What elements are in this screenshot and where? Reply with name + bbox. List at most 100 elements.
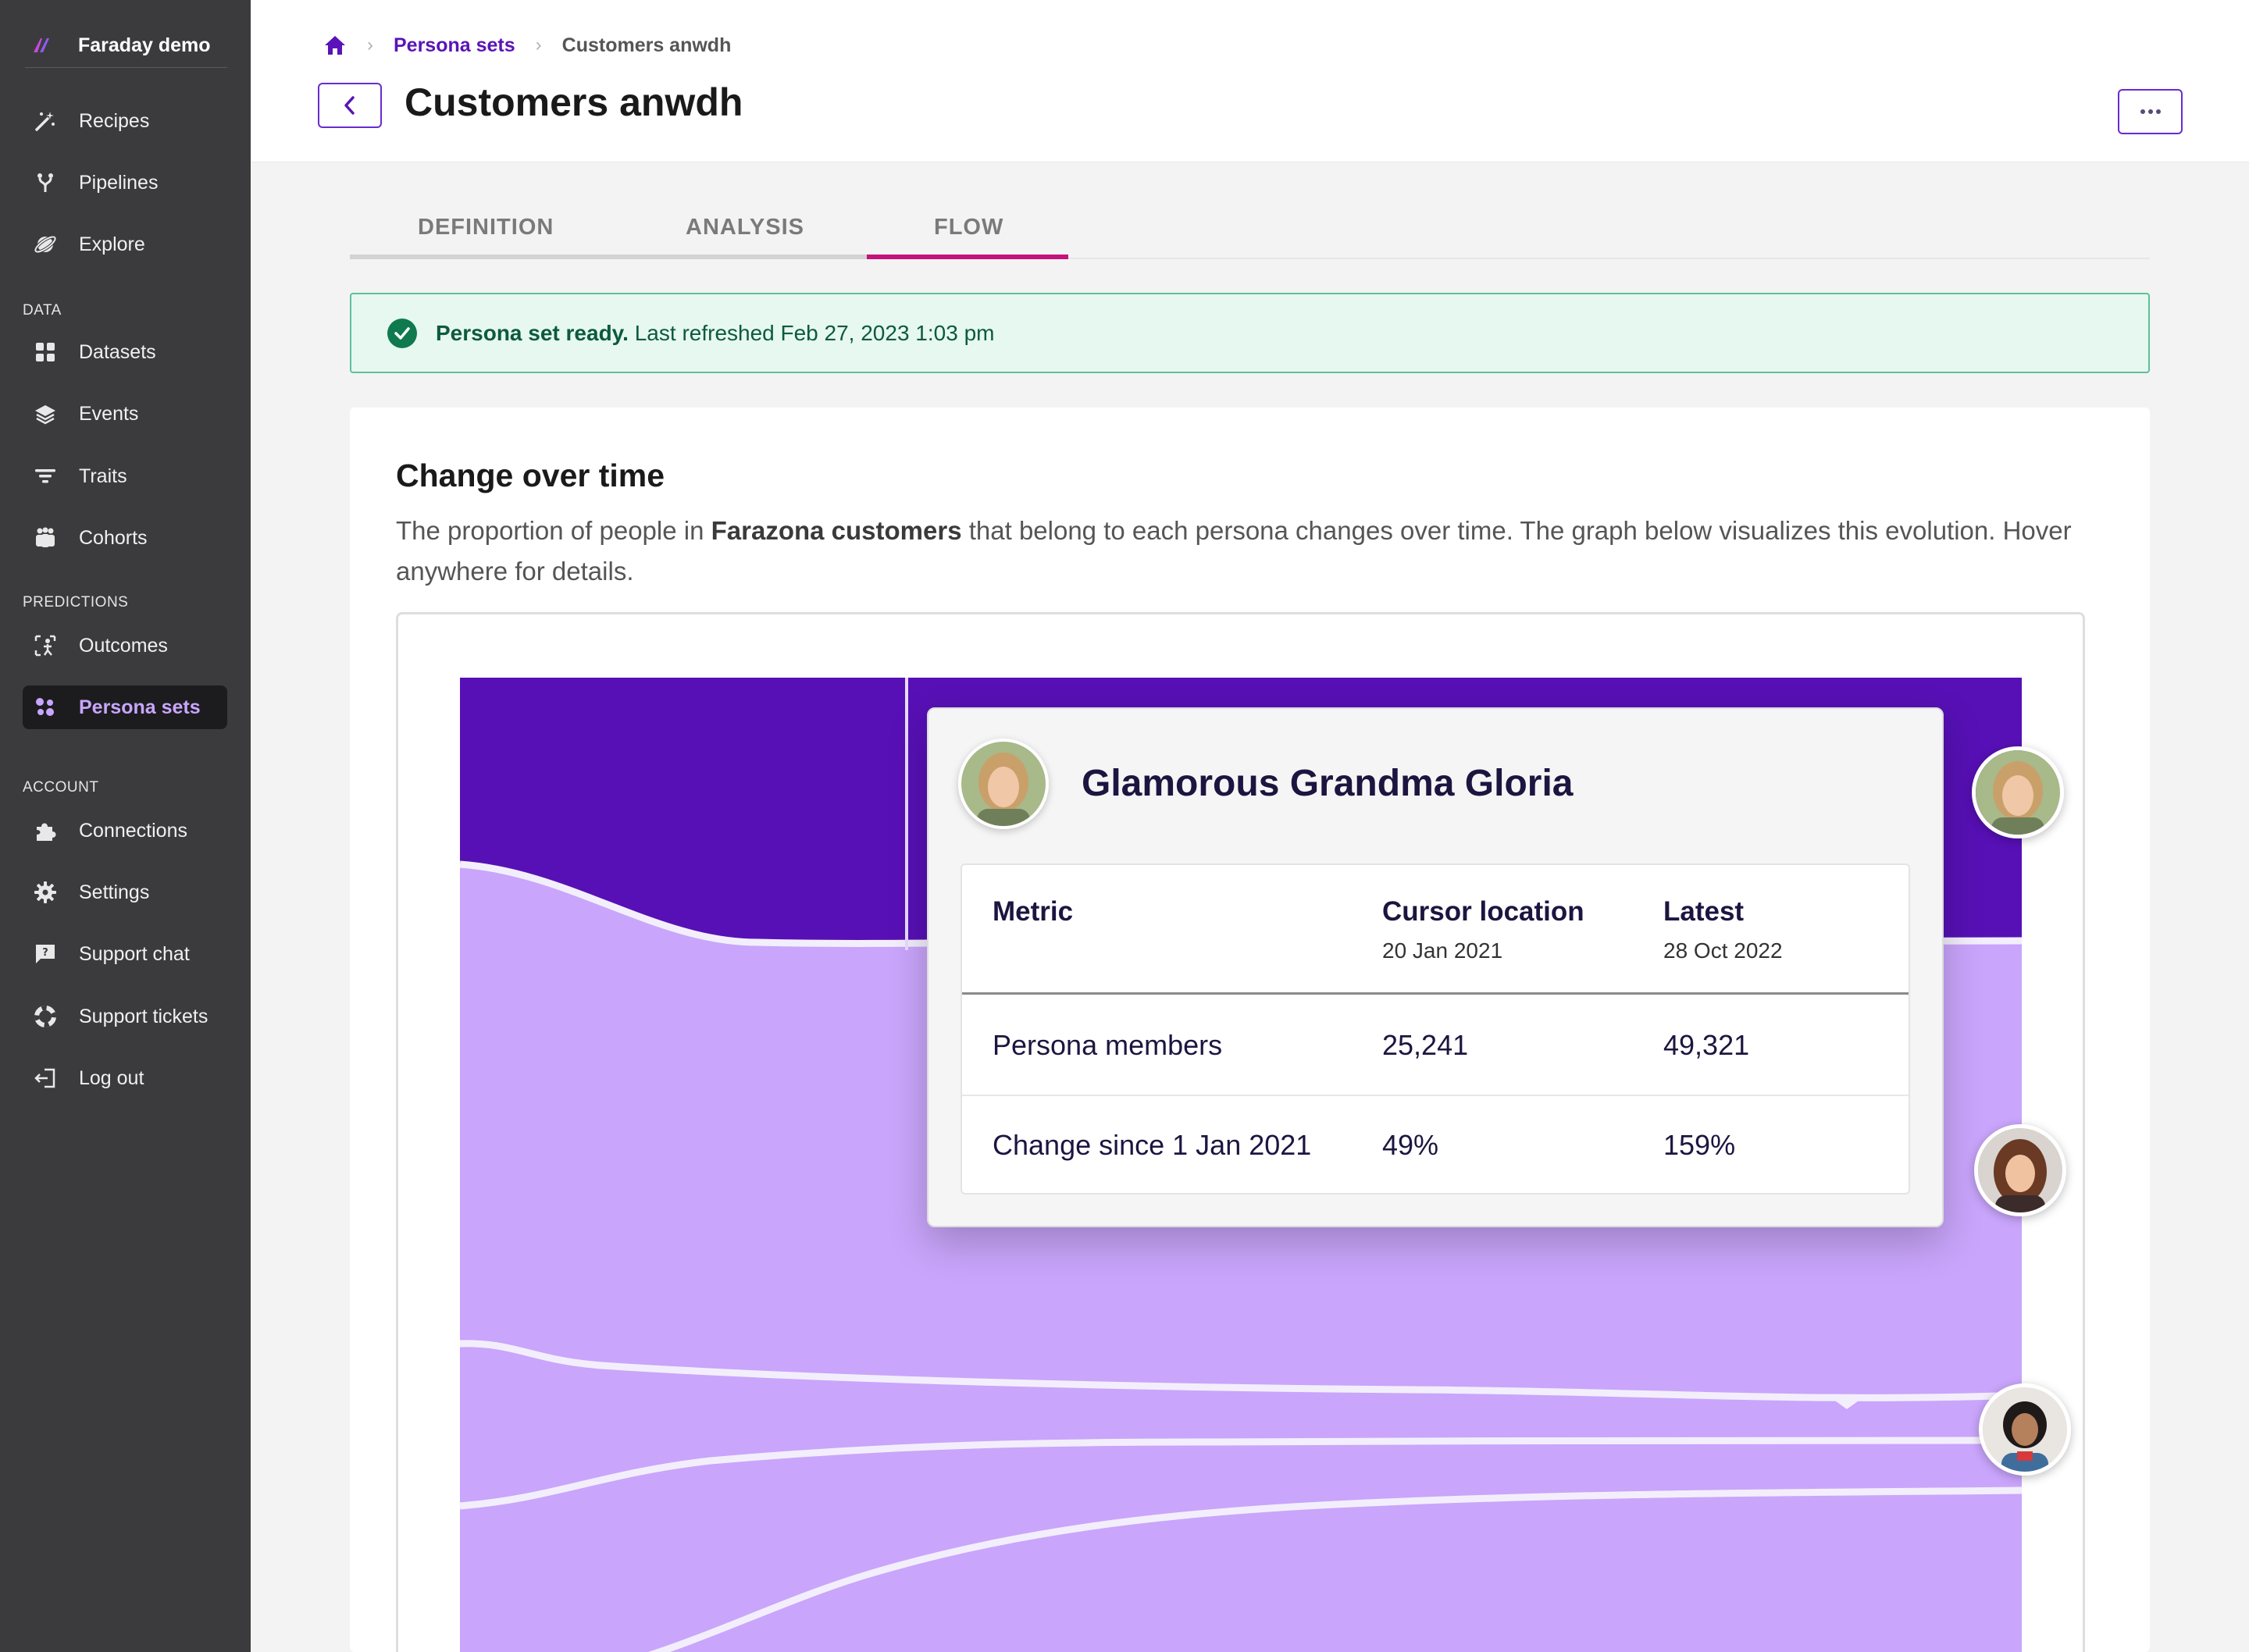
avatar-photo [961, 742, 1046, 826]
tab-analysis[interactable]: ANALYSIS [686, 214, 804, 240]
sidebar-item-label: Persona sets [79, 696, 201, 718]
magic-wand-icon [23, 99, 68, 143]
people-icon [23, 516, 68, 560]
tab-flow[interactable]: FLOW [934, 214, 1004, 240]
sidebar-item-explore[interactable]: Explore [23, 223, 227, 266]
layers-icon [23, 392, 68, 436]
tooltip-persona-name: Glamorous Grandma Gloria [1082, 763, 1574, 804]
status-alert: Persona set ready. Last refreshed Feb 27… [350, 293, 2150, 373]
avatar-photo [1978, 1128, 2062, 1212]
chevron-right-icon: › [367, 34, 373, 55]
tooltip-metrics-table: Metric Cursor location 20 Jan 2021 Lates… [961, 863, 1910, 1194]
sidebar-item-outcomes[interactable]: Outcomes [23, 624, 227, 668]
sidebar-item-pipelines[interactable]: Pipelines [23, 161, 227, 205]
sidebar-section-account: ACCOUNT [23, 779, 99, 796]
col-latest-date: 28 Oct 2022 [1663, 938, 1783, 963]
sidebar-item-label: Support tickets [79, 1005, 209, 1027]
persona-avatar-2[interactable] [1974, 1124, 2066, 1216]
card-title: Change over time [396, 458, 665, 493]
sidebar-item-label: Connections [79, 819, 187, 842]
table-header: Metric Cursor location 20 Jan 2021 Lates… [962, 865, 1909, 995]
sidebar-item-persona-sets[interactable]: Persona sets [23, 685, 227, 729]
row-latest-value: 159% [1663, 1129, 1736, 1161]
table-row: Persona members 25,241 49,321 [962, 996, 1909, 1095]
grid-icon [23, 330, 68, 374]
sidebar-item-label: Support chat [79, 942, 190, 965]
sidebar-item-traits[interactable]: Traits [23, 454, 227, 498]
sidebar-divider [25, 67, 227, 68]
check-circle-icon [387, 318, 417, 348]
tooltip-avatar [958, 739, 1049, 829]
desc-before: The proportion of people in [396, 516, 711, 545]
row-metric: Persona members [993, 1029, 1223, 1061]
logout-icon [23, 1056, 68, 1100]
breadcrumb: › Persona sets › Customers anwdh [323, 31, 731, 59]
card-description: The proportion of people in Farazona cus… [396, 511, 2114, 592]
sidebar-section-data: DATA [23, 302, 62, 319]
gear-icon [23, 871, 68, 914]
tab-track [350, 255, 868, 259]
workspace-name: Faraday demo [78, 34, 211, 56]
persona-avatar-3[interactable] [1979, 1383, 2071, 1476]
sidebar-item-datasets[interactable]: Datasets [23, 330, 227, 374]
sidebar-item-support-chat[interactable]: ? Support chat [23, 932, 227, 976]
persona-icon [23, 685, 68, 729]
avatar-photo [1983, 1387, 2067, 1472]
col-cursor-location: Cursor location [1382, 896, 1584, 927]
chevron-left-icon [344, 96, 355, 115]
row-latest-value: 49,321 [1663, 1029, 1750, 1061]
filter-icon [23, 454, 68, 498]
sidebar-item-settings[interactable]: Settings [23, 871, 227, 914]
stream-boundary-lower [1827, 1395, 1866, 1409]
breadcrumb-current: Customers anwdh [561, 34, 732, 56]
active-tab-indicator [867, 255, 1068, 259]
col-cursor-date: 20 Jan 2021 [1382, 938, 1503, 963]
chat-icon: ? [23, 932, 68, 976]
puzzle-icon [23, 809, 68, 853]
sidebar-item-label: Recipes [79, 109, 150, 132]
sidebar-item-cohorts[interactable]: Cohorts [23, 516, 227, 560]
row-metric: Change since 1 Jan 2021 [993, 1129, 1312, 1161]
sidebar-item-label: Outcomes [79, 634, 168, 657]
persona-avatar-1[interactable] [1972, 746, 2064, 838]
alert-detail: Last refreshed Feb 27, 2023 1:03 pm [634, 320, 995, 345]
page-header: › Persona sets › Customers anwdh Custome… [251, 0, 2249, 162]
back-button[interactable] [318, 83, 382, 128]
faraday-logo-icon [34, 38, 49, 52]
sidebar-item-label: Pipelines [79, 171, 159, 194]
sidebar-item-events[interactable]: Events [23, 392, 227, 436]
sidebar-item-label: Explore [79, 233, 145, 255]
persona-tooltip: Glamorous Grandma Gloria Metric Cursor l… [927, 707, 1944, 1227]
page-title: Customers anwdh [405, 80, 743, 124]
stream-boundary-low [459, 1437, 2023, 1510]
col-metric: Metric [993, 896, 1074, 927]
sidebar-item-connections[interactable]: Connections [23, 809, 227, 853]
sidebar-item-recipes[interactable]: Recipes [23, 99, 227, 143]
planet-icon [23, 223, 68, 266]
workspace-switcher[interactable]: Faraday demo [31, 22, 226, 69]
svg-text:?: ? [42, 947, 48, 959]
outcomes-icon [23, 624, 68, 668]
more-options-button[interactable] [2118, 89, 2183, 134]
alert-message: Persona set ready. Last refreshed Feb 27… [436, 321, 994, 346]
desc-after: that belong to each persona changes over… [396, 516, 2072, 586]
chevron-right-icon: › [535, 34, 542, 55]
stream-boundary-mid [459, 1340, 2023, 1401]
sidebar-item-label: Datasets [79, 340, 156, 363]
alert-strong: Persona set ready. [436, 320, 629, 345]
sidebar-section-predictions: PREDICTIONS [23, 594, 129, 611]
sidebar-item-log-out[interactable]: Log out [23, 1056, 227, 1100]
tab-bar: DEFINITION ANALYSIS FLOW [350, 195, 2150, 259]
sidebar-item-label: Events [79, 402, 139, 425]
avatar-photo [1976, 750, 2060, 835]
sidebar: Faraday demo Recipes Pipelines Explore D… [0, 0, 251, 1652]
stream-boundary-bottom [647, 1486, 2023, 1652]
table-row: Change since 1 Jan 2021 49% 159% [962, 1095, 1909, 1193]
breadcrumb-persona-sets[interactable]: Persona sets [394, 34, 515, 56]
row-cursor-value: 25,241 [1382, 1029, 1469, 1061]
tab-definition[interactable]: DEFINITION [418, 214, 554, 240]
row-cursor-value: 49% [1382, 1129, 1439, 1161]
home-icon[interactable] [323, 34, 347, 56]
lifebuoy-icon [23, 995, 68, 1038]
sidebar-item-support-tickets[interactable]: Support tickets [23, 995, 227, 1038]
